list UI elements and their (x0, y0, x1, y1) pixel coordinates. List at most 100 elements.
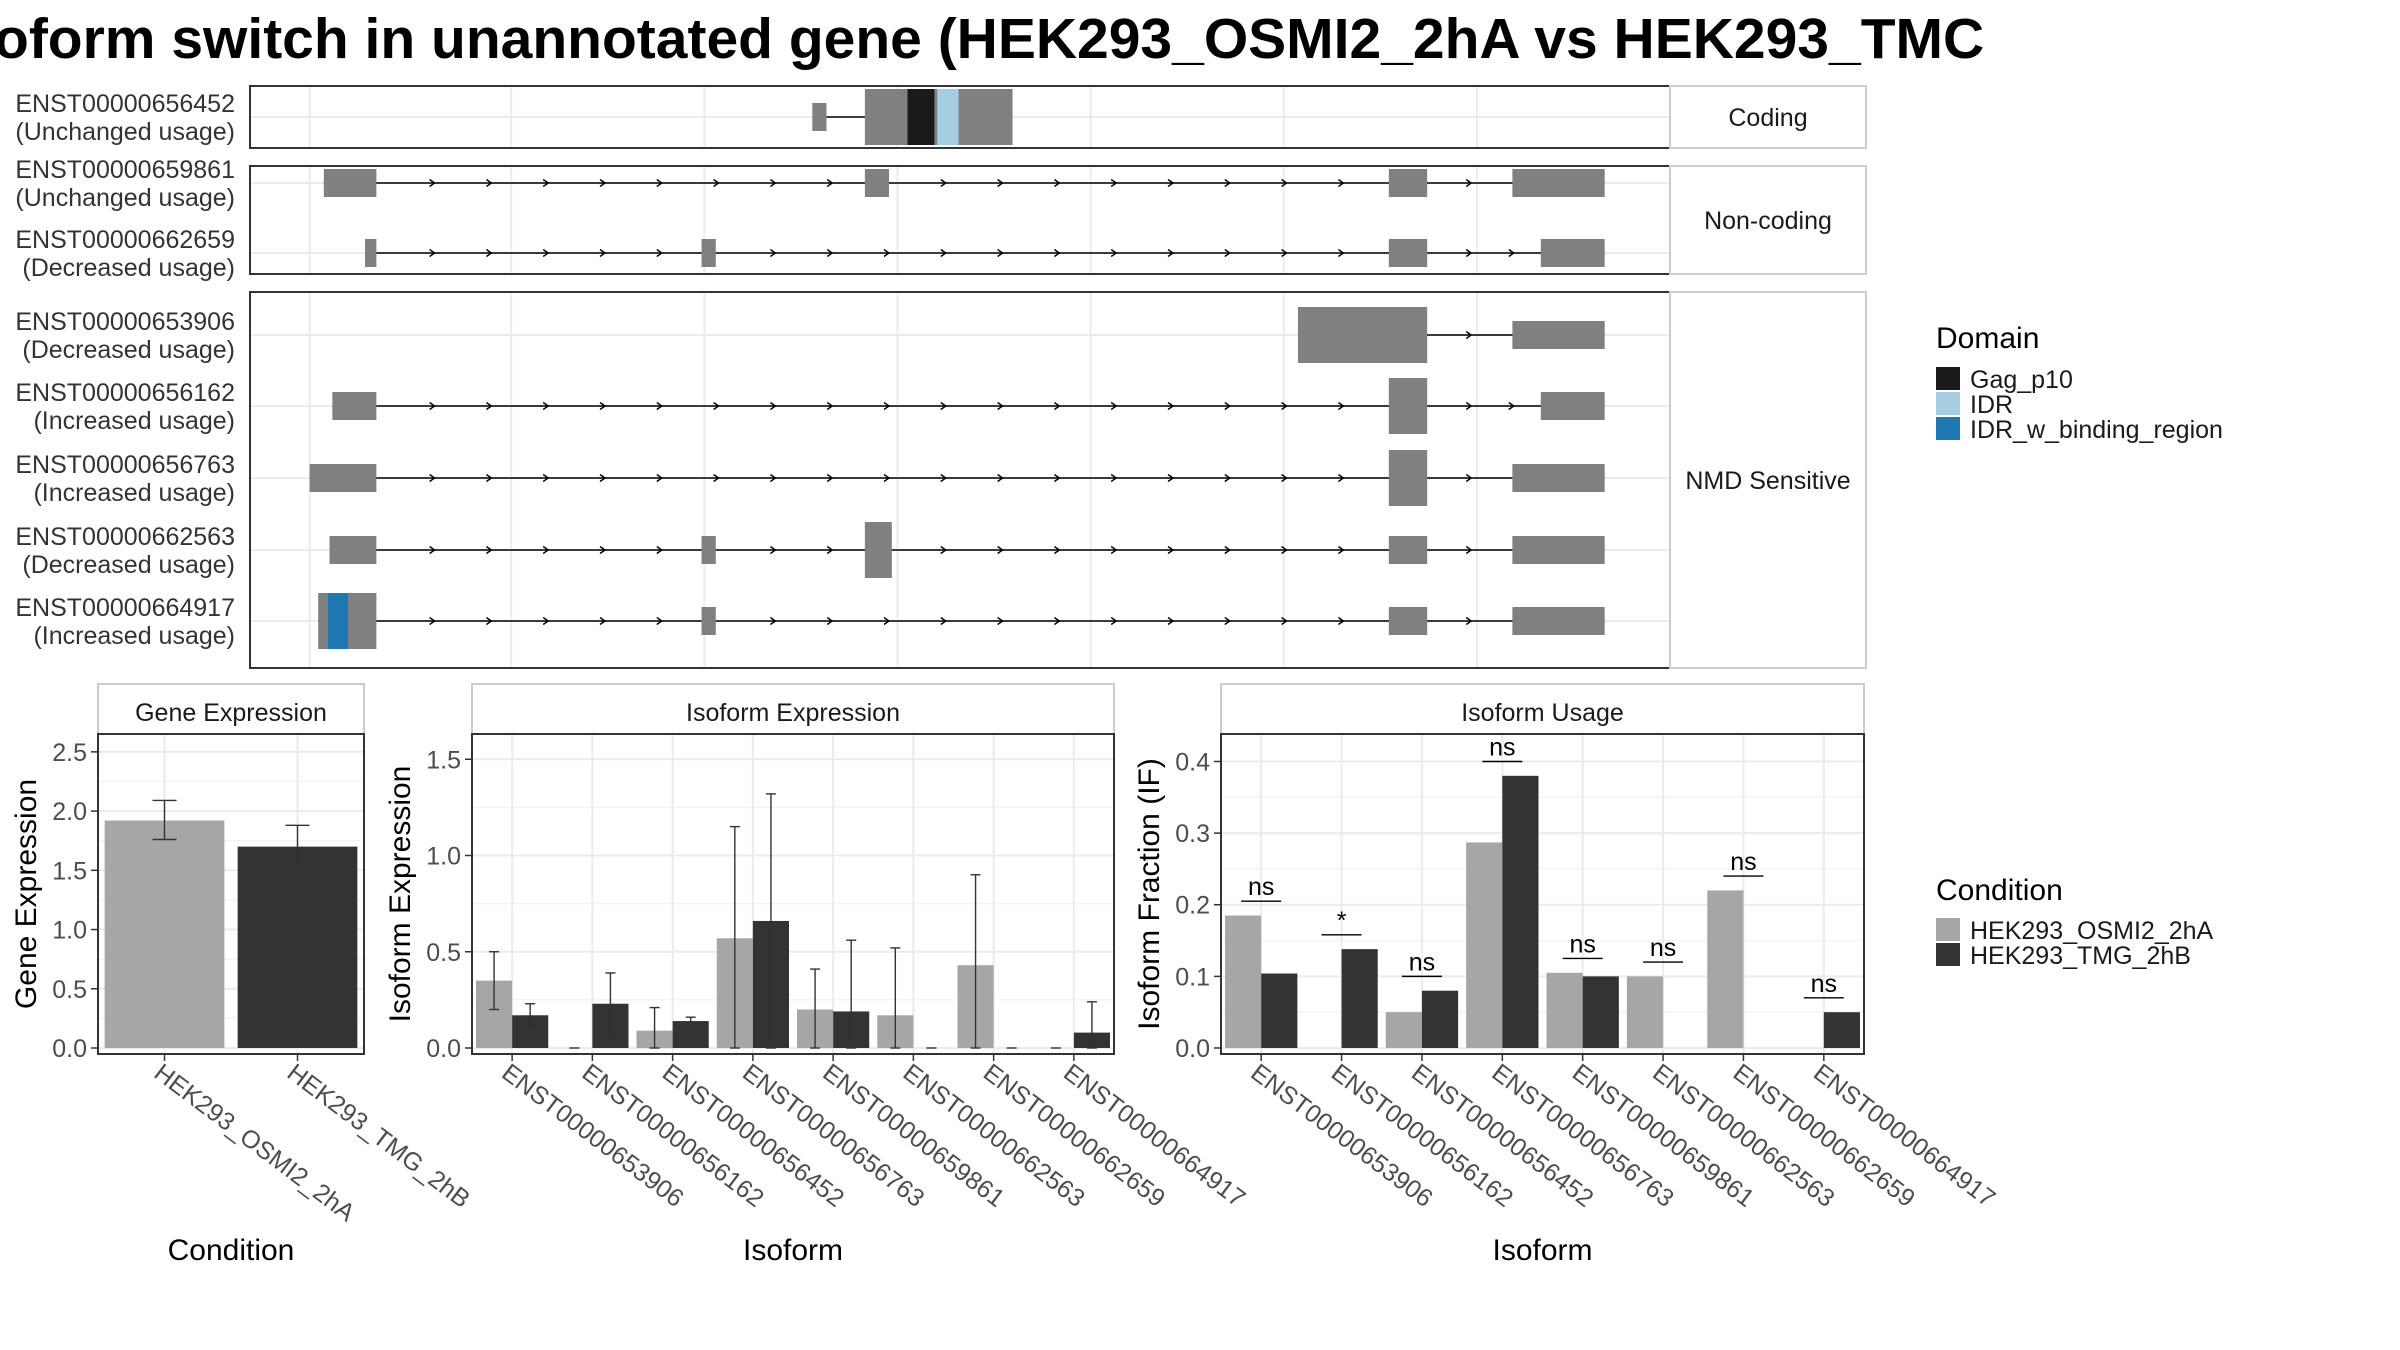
exon (701, 536, 716, 564)
chart-isoform-usage: Isoform Usage ns * ns ns ns ns ns ns 0.0 0.1 0.2 0.3… (1133, 683, 2000, 1267)
strand-arrow (1337, 473, 1345, 483)
domain-legend-label: Gag_p10 (1970, 366, 2073, 394)
exon (1388, 169, 1428, 197)
y-tick-label: 0.0 (1175, 1035, 1210, 1063)
transcript-usage: (Decreased usage) (22, 336, 235, 364)
condition-legend-label: HEK293_OSMI2_2hA (1970, 917, 2214, 945)
exon (1540, 239, 1605, 267)
bar (1466, 842, 1503, 1048)
exon (1388, 239, 1428, 267)
strand-arrow (1224, 248, 1232, 258)
strand-arrow (997, 616, 1004, 626)
significance-label: ns (1569, 930, 1595, 958)
strand-arrow (1281, 248, 1288, 258)
bar (1421, 990, 1459, 1048)
strand-arrow (1224, 473, 1232, 483)
facet-strip (1669, 291, 1867, 669)
y-tick-label: 1.0 (426, 843, 461, 871)
transcript-panel-coding: Coding ENST00000656452(Unchanged usage) (15, 85, 1867, 149)
strand-arrow (769, 401, 777, 411)
facet-label: Non-coding (1704, 207, 1832, 235)
exon (1512, 536, 1605, 564)
chart-panel-border (97, 733, 365, 1055)
strand-arrow (542, 178, 550, 188)
exon (1388, 536, 1428, 564)
strand-arrow (1110, 545, 1118, 555)
transcript-row: ENST00000659861(Unchanged usage) (15, 156, 1605, 212)
transcript-row: ENST00000662563(Decreased usage) (15, 522, 1605, 579)
strand-arrow (1465, 616, 1473, 626)
y-tick-label: 0.0 (52, 1035, 87, 1063)
panel-background (250, 292, 1670, 668)
strand-arrow (997, 401, 1004, 411)
chart-isoform-expression: Isoform Expression0.00.51.01.5ENST000006… (384, 683, 1251, 1267)
strand-arrow (1281, 616, 1288, 626)
bar-charts: Gene Expression0.00.51.01.52.02.5HEK293_… (10, 683, 2000, 1267)
exon (701, 607, 716, 635)
y-tick-label: 1.0 (52, 917, 87, 945)
transcript-usage: (Decreased usage) (22, 551, 235, 579)
transcript-row: ENST00000664917(Increased usage) (15, 593, 1605, 650)
strand-arrow (997, 473, 1004, 483)
transcript-usage: (Increased usage) (33, 479, 235, 507)
y-tick-label: 0.5 (52, 976, 87, 1004)
strand-arrow (826, 248, 834, 258)
strand-arrow (940, 178, 948, 188)
exon (812, 103, 827, 131)
strand-arrow (997, 248, 1004, 258)
strand-arrow (713, 473, 720, 483)
transcript-id: ENST00000656452 (15, 90, 235, 118)
transcript-row: ENST00000656763(Increased usage) (15, 450, 1605, 507)
chart-title: Gene Expression (135, 699, 327, 727)
strand-arrow (1465, 401, 1473, 411)
y-tick-label: 0.1 (1175, 963, 1210, 991)
domain-gag-p10 (907, 89, 935, 145)
transcript-panel-non-coding: Non-coding ENST00000659861(Unchanged usag… (15, 156, 1867, 282)
strand-arrow (883, 248, 891, 258)
strand-arrow (713, 178, 720, 188)
x-axis-label: Isoform (743, 1234, 843, 1267)
strand-arrow (1110, 616, 1118, 626)
exon (1297, 307, 1428, 363)
strand-arrow (599, 473, 607, 483)
strand-arrow (826, 473, 834, 483)
bar (1261, 973, 1298, 1048)
strand-arrow (769, 616, 777, 626)
legends: Domain Condition Gag_p10IDRIDR_w_binding… (1936, 322, 2223, 970)
significance-label: ns (1409, 948, 1435, 976)
strand-arrow (1337, 545, 1345, 555)
facet-label: NMD Sensitive (1685, 467, 1850, 495)
transcript-usage: (Increased usage) (33, 622, 235, 650)
strand-arrow (1224, 178, 1232, 188)
bar (237, 846, 358, 1048)
strand-arrow (1508, 248, 1516, 258)
strand-arrow (1508, 401, 1516, 411)
exon (864, 169, 889, 197)
strand-arrow (1281, 545, 1288, 555)
significance-label: ns (1730, 848, 1756, 876)
strand-arrow (1053, 248, 1061, 258)
y-tick-label: 1.5 (52, 857, 87, 885)
exon (332, 392, 377, 420)
strand-arrow (769, 178, 777, 188)
strand-arrow (1110, 401, 1118, 411)
strand-arrow (485, 616, 493, 626)
strand-arrow (1281, 473, 1288, 483)
strand-arrow (542, 473, 550, 483)
strand-arrow (599, 178, 607, 188)
chart-panel-border (1220, 733, 1865, 1055)
transcript-usage: (Unchanged usage) (15, 118, 235, 146)
strand-arrow (1224, 545, 1232, 555)
strand-arrow (1053, 545, 1061, 555)
transcript-id: ENST00000659861 (15, 156, 235, 184)
exon (365, 239, 377, 267)
transcript-row: ENST00000656162(Increased usage) (15, 378, 1605, 435)
strand-arrow (1167, 616, 1175, 626)
strand-arrow (429, 616, 436, 626)
transcript-id: ENST00000653906 (15, 308, 235, 336)
strand-arrow (485, 248, 493, 258)
exon (864, 522, 892, 578)
significance-label: ns (1650, 934, 1676, 962)
